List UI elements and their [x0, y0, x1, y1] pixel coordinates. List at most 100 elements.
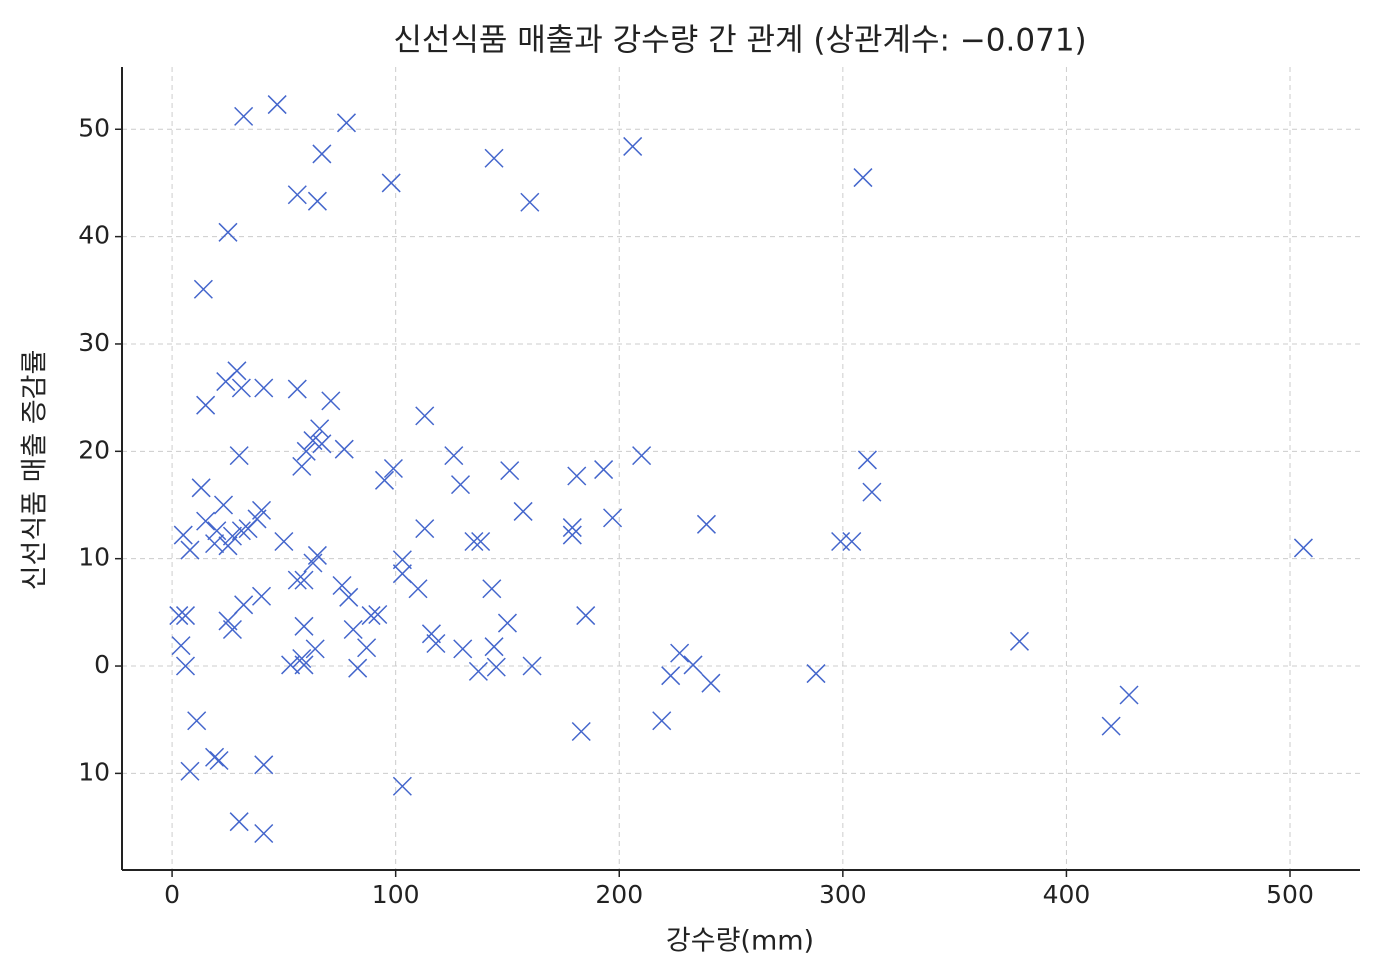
point — [171, 636, 191, 656]
point — [254, 378, 274, 398]
point — [294, 570, 314, 590]
point — [486, 657, 506, 677]
point — [522, 656, 542, 676]
point — [218, 536, 238, 556]
point — [191, 478, 211, 498]
point — [426, 633, 446, 654]
point — [169, 606, 189, 626]
point — [806, 664, 826, 684]
point — [175, 656, 196, 676]
point — [392, 776, 412, 796]
y-tick-label: 30 — [78, 328, 110, 357]
point — [415, 519, 435, 539]
point — [307, 191, 327, 211]
point — [1009, 631, 1030, 651]
point — [453, 639, 473, 659]
point — [1119, 685, 1139, 705]
point — [670, 643, 690, 663]
point — [374, 470, 395, 490]
point — [444, 446, 464, 466]
point — [343, 619, 363, 640]
point — [196, 395, 216, 415]
point — [348, 658, 368, 678]
point — [336, 113, 357, 133]
y-tick-label: 0 — [94, 650, 110, 679]
point — [251, 586, 272, 606]
point — [562, 525, 582, 545]
y-tick-label: 10 — [78, 543, 110, 572]
point — [853, 168, 873, 188]
x-tick-label: 300 — [819, 880, 867, 909]
point — [312, 144, 332, 164]
x-tick-label: 500 — [1266, 880, 1314, 909]
point — [254, 823, 274, 844]
x-tick-label: 400 — [1043, 880, 1091, 909]
point — [238, 519, 258, 539]
point — [281, 655, 301, 675]
point — [482, 579, 502, 599]
point — [175, 606, 196, 626]
y-tick-label: 40 — [78, 221, 110, 250]
point — [361, 606, 381, 626]
point — [173, 525, 193, 545]
point — [234, 595, 254, 615]
point — [213, 495, 234, 515]
point — [381, 173, 401, 193]
point — [234, 106, 254, 126]
point — [701, 673, 721, 693]
point — [294, 616, 314, 636]
point — [632, 446, 652, 466]
point — [218, 222, 238, 242]
point — [296, 441, 316, 461]
point — [567, 466, 587, 486]
chart-title: 신선식품 매출과 강수량 간 관계 (상관계수: −0.071) — [393, 23, 1086, 59]
point — [1293, 538, 1313, 558]
point — [231, 378, 251, 398]
point — [292, 648, 312, 669]
point — [683, 655, 703, 675]
point — [471, 531, 491, 552]
point — [562, 518, 582, 538]
point — [222, 526, 242, 546]
point — [193, 279, 213, 299]
x-tick-label: 200 — [595, 880, 643, 909]
point — [196, 511, 216, 531]
point — [305, 639, 325, 659]
point — [520, 192, 540, 212]
y-tick-label: 50 — [78, 113, 110, 142]
point — [216, 372, 236, 392]
point — [661, 666, 681, 686]
point — [229, 812, 249, 832]
point — [267, 95, 287, 115]
y-tick-label: 10 — [78, 757, 110, 786]
point — [484, 637, 504, 657]
point — [497, 613, 517, 633]
point — [334, 439, 354, 459]
point — [287, 570, 307, 590]
point — [652, 711, 672, 731]
point — [229, 446, 249, 466]
point — [392, 564, 412, 584]
y-tick-label: 20 — [78, 435, 110, 464]
point — [231, 521, 251, 541]
point — [484, 148, 504, 168]
point — [464, 531, 484, 552]
point — [571, 721, 591, 742]
point — [287, 379, 307, 399]
point — [180, 761, 200, 781]
point — [500, 461, 520, 481]
point — [408, 579, 428, 599]
point — [205, 534, 225, 554]
point — [205, 747, 225, 767]
point — [287, 185, 307, 205]
point — [222, 619, 242, 640]
point — [696, 514, 716, 534]
point — [332, 575, 352, 596]
point — [207, 521, 227, 541]
point — [339, 587, 359, 607]
point — [303, 553, 323, 573]
point — [357, 638, 377, 658]
point — [368, 604, 388, 625]
point — [187, 711, 207, 731]
x-axis-label: 강수량(mm) — [666, 926, 814, 957]
